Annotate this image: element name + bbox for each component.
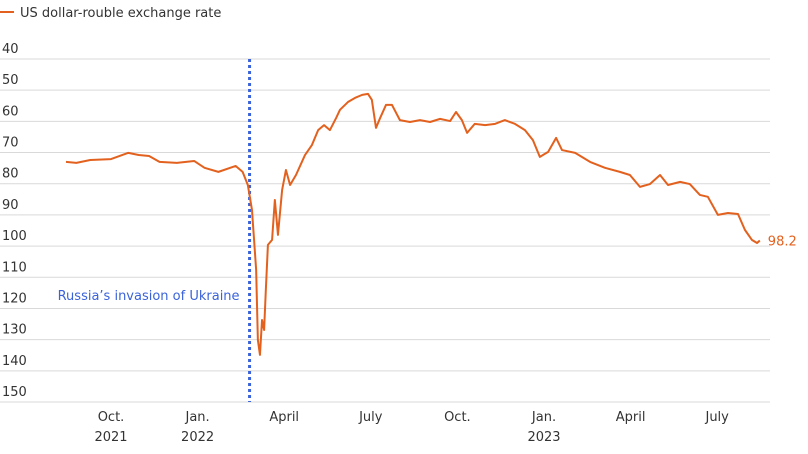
- annotation: Russia’s invasion of Ukraine: [58, 289, 240, 304]
- end-value-label: 98.2: [768, 234, 797, 249]
- x-tick-label: July: [359, 410, 383, 425]
- y-tick-label: 80: [2, 167, 19, 182]
- y-tick-label: 70: [2, 136, 19, 151]
- line-series: [65, 92, 761, 356]
- y-tick-label: 60: [2, 104, 19, 119]
- x-tick-label: Oct.: [444, 410, 471, 425]
- y-tick-label: 130: [2, 323, 27, 338]
- x-tick-label: Jan. 2023: [527, 410, 561, 445]
- x-tick-label: April: [615, 410, 646, 425]
- x-tick-label: April: [269, 410, 300, 425]
- y-tick-label: 50: [2, 73, 19, 88]
- y-tick-label: 40: [2, 42, 19, 57]
- y-tick-label: 140: [2, 354, 27, 369]
- y-tick-label: 150: [2, 385, 27, 400]
- x-tick-label: Jan. 2022: [181, 410, 215, 445]
- y-tick-label: 100: [2, 229, 27, 244]
- y-tick-label: 90: [2, 198, 19, 213]
- x-tick-label: Oct. 2021: [94, 410, 128, 445]
- legend-label: US dollar-rouble exchange rate: [20, 6, 221, 21]
- y-tick-label: 120: [2, 291, 27, 306]
- y-tick-label: 110: [2, 260, 27, 275]
- x-tick-label: July: [705, 410, 729, 425]
